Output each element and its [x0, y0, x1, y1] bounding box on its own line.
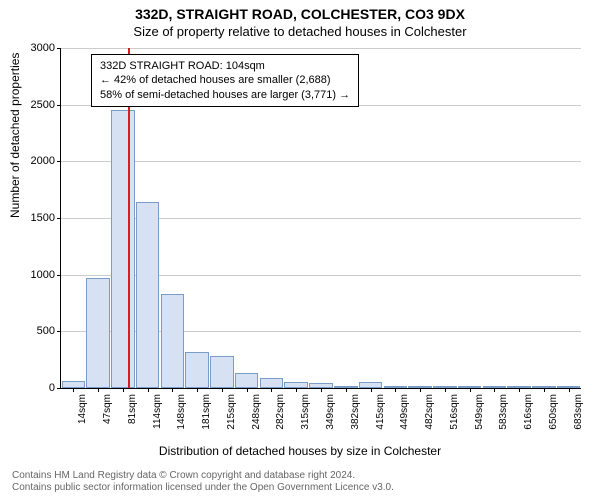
histogram-bar — [161, 294, 185, 388]
ytick-label: 500 — [37, 325, 55, 337]
annotation-box: 332D STRAIGHT ROAD: 104sqm ← 42% of deta… — [91, 54, 359, 107]
xtick-mark — [544, 388, 545, 392]
plot-area: 332D STRAIGHT ROAD: 104sqm ← 42% of deta… — [60, 48, 581, 389]
histogram-bar — [210, 356, 234, 388]
xtick-label: 114sqm — [152, 394, 163, 429]
xtick-mark — [569, 388, 570, 392]
xtick-label: 47sqm — [102, 394, 113, 424]
xtick-mark — [73, 388, 74, 392]
footer-line1: Contains HM Land Registry data © Crown c… — [12, 470, 394, 482]
ytick-mark — [57, 218, 61, 219]
xtick-mark — [346, 388, 347, 392]
xtick-mark — [420, 388, 421, 392]
xtick-label: 349sqm — [325, 394, 336, 430]
xtick-label: 583sqm — [498, 394, 509, 430]
xtick-label: 14sqm — [77, 394, 88, 424]
xtick-mark — [271, 388, 272, 392]
xtick-label: 315sqm — [300, 394, 311, 430]
xtick-mark — [148, 388, 149, 392]
ytick-label: 1000 — [31, 269, 55, 281]
gridline — [61, 48, 581, 49]
xtick-label: 181sqm — [201, 394, 212, 430]
gridline — [61, 161, 581, 162]
histogram-bar — [185, 352, 209, 388]
annotation-line1: 332D STRAIGHT ROAD: 104sqm — [100, 59, 350, 73]
footer-line2: Contains public sector information licen… — [12, 482, 394, 494]
y-axis-label: Number of detached properties — [8, 53, 22, 218]
histogram-bar — [86, 278, 110, 388]
xtick-mark — [222, 388, 223, 392]
xtick-label: 148sqm — [176, 394, 187, 430]
ytick-mark — [57, 331, 61, 332]
histogram-bar — [62, 381, 86, 388]
ytick-label: 3000 — [31, 42, 55, 54]
xtick-mark — [321, 388, 322, 392]
xtick-mark — [197, 388, 198, 392]
xtick-mark — [445, 388, 446, 392]
xtick-label: 282sqm — [275, 394, 286, 430]
footer-attribution: Contains HM Land Registry data © Crown c… — [12, 470, 394, 494]
xtick-label: 248sqm — [251, 394, 262, 430]
xtick-label: 449sqm — [399, 394, 410, 430]
xtick-label: 650sqm — [548, 394, 559, 430]
xtick-label: 215sqm — [226, 394, 237, 430]
x-axis-label: Distribution of detached houses by size … — [0, 444, 600, 458]
ytick-mark — [57, 388, 61, 389]
xtick-label: 549sqm — [474, 394, 485, 430]
xtick-mark — [247, 388, 248, 392]
xtick-mark — [470, 388, 471, 392]
annotation-line2: ← 42% of detached houses are smaller (2,… — [100, 73, 350, 87]
xtick-label: 482sqm — [424, 394, 435, 430]
xtick-label: 81sqm — [127, 394, 138, 424]
xtick-mark — [172, 388, 173, 392]
ytick-label: 1500 — [31, 212, 55, 224]
ytick-label: 2500 — [31, 99, 55, 111]
histogram-bar — [260, 378, 284, 388]
xtick-label: 683sqm — [573, 394, 584, 430]
xtick-mark — [296, 388, 297, 392]
chart-title-address: 332D, STRAIGHT ROAD, COLCHESTER, CO3 9DX — [0, 6, 600, 22]
ytick-mark — [57, 275, 61, 276]
histogram-bar — [235, 373, 259, 388]
xtick-label: 616sqm — [523, 394, 534, 430]
xtick-mark — [371, 388, 372, 392]
ytick-mark — [57, 161, 61, 162]
annotation-line3: 58% of semi-detached houses are larger (… — [100, 88, 350, 102]
xtick-mark — [98, 388, 99, 392]
chart-container: 332D, STRAIGHT ROAD, COLCHESTER, CO3 9DX… — [0, 0, 600, 500]
xtick-mark — [494, 388, 495, 392]
xtick-label: 415sqm — [375, 394, 386, 430]
xtick-mark — [519, 388, 520, 392]
histogram-bar — [136, 202, 160, 388]
xtick-mark — [123, 388, 124, 392]
ytick-mark — [57, 105, 61, 106]
xtick-mark — [395, 388, 396, 392]
histogram-bar — [111, 110, 135, 388]
ytick-label: 0 — [49, 382, 55, 394]
xtick-label: 516sqm — [449, 394, 460, 430]
xtick-label: 382sqm — [350, 394, 361, 430]
ytick-mark — [57, 48, 61, 49]
ytick-label: 2000 — [31, 155, 55, 167]
chart-subtitle: Size of property relative to detached ho… — [0, 24, 600, 39]
